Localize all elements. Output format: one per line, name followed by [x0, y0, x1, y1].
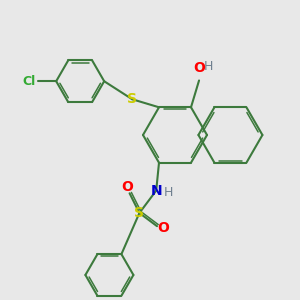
Text: S: S [134, 206, 144, 220]
Text: Cl: Cl [22, 75, 35, 88]
Text: H: H [164, 186, 173, 199]
Text: O: O [193, 61, 205, 76]
Text: S: S [127, 92, 137, 106]
Text: O: O [122, 180, 134, 194]
Text: O: O [157, 221, 169, 235]
Text: N: N [150, 184, 162, 198]
Text: H: H [203, 61, 213, 74]
